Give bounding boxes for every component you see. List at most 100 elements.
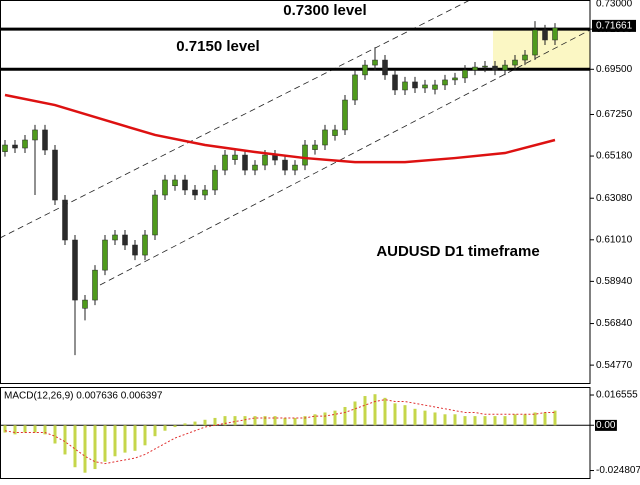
- macd-bar: [503, 416, 507, 426]
- candle-body: [422, 84, 428, 89]
- candle-body: [252, 164, 258, 171]
- macd-bar: [143, 425, 147, 446]
- macd-bar: [553, 410, 557, 426]
- candle-body: [162, 179, 168, 196]
- macd-bar: [353, 401, 357, 426]
- macd-bar: [163, 425, 167, 431]
- macd-bar: [93, 425, 97, 470]
- candle-body: [322, 129, 328, 146]
- candle-body: [522, 54, 528, 61]
- candle-body: [532, 29, 538, 56]
- macd-bar: [133, 425, 137, 451]
- candle-body: [122, 234, 128, 246]
- candle-body: [292, 164, 298, 171]
- candle-body: [232, 154, 238, 160]
- macd-bar: [203, 419, 207, 426]
- moving-average: [4, 93, 556, 164]
- y-tick-label: 0.61010: [596, 234, 633, 245]
- macd-bar: [223, 416, 227, 426]
- macd-bar: [293, 417, 297, 426]
- candle-body: [262, 154, 268, 166]
- candle-body: [242, 154, 248, 171]
- candle-body: [512, 59, 518, 66]
- macd-bar: [533, 412, 537, 426]
- annotation: 0.7300 level: [283, 2, 366, 19]
- candle-body: [472, 66, 478, 71]
- macd-bar: [303, 416, 307, 426]
- y-tick-label: 0.63080: [596, 193, 633, 204]
- candle-body: [402, 81, 408, 91]
- y-tick-label: -0.024807: [596, 465, 640, 476]
- candle-body: [182, 179, 188, 191]
- macd-bar: [113, 425, 117, 457]
- candle-body: [412, 81, 418, 89]
- y-tick-label: 0.00: [596, 420, 616, 431]
- macd-bar: [43, 425, 47, 435]
- price-frame: [0, 0, 591, 384]
- y-tick-label: 0.54770: [596, 360, 633, 371]
- candle-body: [282, 159, 288, 171]
- candle-body: [92, 269, 98, 301]
- macd-bar: [73, 425, 77, 468]
- candle-body: [332, 129, 338, 136]
- candle-body: [312, 144, 318, 150]
- macd-title: MACD(12,26,9) 0.007636 0.006397: [4, 391, 163, 402]
- macd-bar: [263, 416, 267, 426]
- macd-bar: [313, 414, 317, 426]
- candle-body: [22, 139, 28, 149]
- candle-body: [192, 189, 198, 196]
- macd-bar: [383, 397, 387, 426]
- macd-bar: [213, 417, 217, 426]
- macd-bar: [433, 412, 437, 426]
- candle-body: [52, 149, 58, 201]
- macd-bar: [123, 425, 127, 453]
- candle-body: [502, 64, 508, 71]
- y-tick-label: 0.69500: [596, 64, 633, 75]
- macd-bar: [323, 412, 327, 426]
- y-tick-label: 0.65180: [596, 151, 633, 162]
- candle-body: [82, 299, 88, 309]
- candle-body: [432, 84, 438, 90]
- zero-label-bg: [595, 419, 617, 431]
- candle-body: [62, 199, 68, 241]
- candle-body: [12, 144, 18, 149]
- macd-bar: [373, 394, 377, 426]
- candle-body: [372, 59, 378, 66]
- last-price-label: 0.71661: [596, 21, 633, 32]
- macd-bar: [283, 417, 287, 426]
- macd-bar: [333, 410, 337, 426]
- macd-bar: [53, 425, 57, 444]
- macd-bar: [443, 414, 447, 426]
- y-tick-label: 0.73000: [596, 0, 633, 10]
- signal-line: [4, 399, 555, 465]
- candle-body: [482, 65, 488, 68]
- candle-body: [152, 194, 158, 236]
- macd-bar: [33, 425, 37, 433]
- candle-body: [2, 144, 8, 152]
- macd-bar: [103, 425, 107, 462]
- macd-bar: [23, 425, 27, 433]
- macd-frame: [0, 387, 591, 479]
- macd-bar: [423, 410, 427, 426]
- y-tick-label: 0.58940: [596, 276, 633, 287]
- candle-body: [112, 234, 118, 241]
- channel-lower: [99, 29, 591, 286]
- macd-bar: [3, 425, 7, 433]
- candle-body: [172, 179, 178, 187]
- candle-body: [212, 169, 218, 191]
- macd-bar: [253, 416, 257, 426]
- macd-bar: [513, 414, 517, 426]
- y-tick-label: 0.67250: [596, 109, 633, 120]
- macd-bar: [63, 425, 67, 455]
- macd-bar: [483, 416, 487, 426]
- macd-bar: [393, 403, 397, 426]
- y-tick-label: 0.016555: [596, 390, 638, 401]
- candle-body: [382, 59, 388, 76]
- candle-body: [492, 65, 498, 71]
- macd-bar: [83, 425, 87, 473]
- macd-bar: [463, 416, 467, 426]
- macd-bar: [273, 416, 277, 426]
- macd-bar: [413, 408, 417, 426]
